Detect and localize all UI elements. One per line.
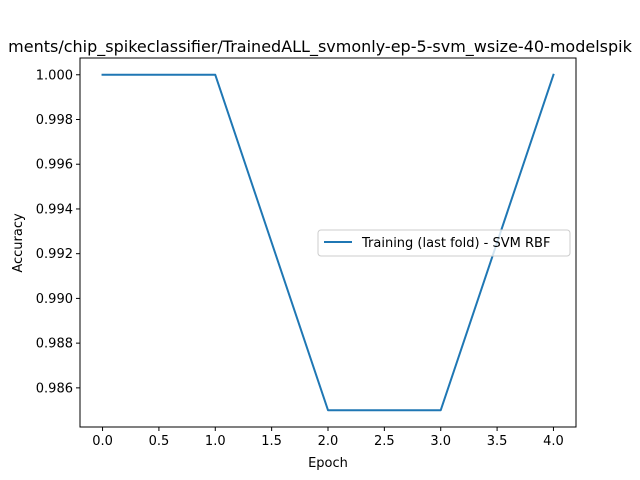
x-tick-label: 4.0	[543, 434, 564, 449]
x-tick-label: 1.5	[261, 434, 282, 449]
x-tick-label: 3.5	[487, 434, 508, 449]
y-tick-label: 0.992	[36, 247, 73, 262]
series-line-training-last-fold-svm-rbf	[101, 73, 555, 412]
legend-entry-training-last-fold-svm-rbf: Training (last fold) - SVM RBF	[361, 236, 550, 251]
legend: Training (last fold) - SVM RBF	[317, 229, 571, 257]
x-tick-label: 2.0	[318, 434, 339, 449]
y-tick-label: 0.998	[36, 113, 73, 128]
x-tick-label: 1.0	[205, 434, 226, 449]
x-tick-label: 3.0	[430, 434, 451, 449]
legend-box	[317, 229, 571, 257]
y-tick-label: 0.988	[36, 337, 73, 352]
x-tick-label: 2.5	[374, 434, 395, 449]
y-tick-label: 1.000	[36, 68, 73, 83]
y-axis-label: Accuracy	[11, 213, 26, 273]
x-tick-label: 0.5	[149, 434, 170, 449]
y-tick-label: 0.986	[36, 381, 73, 396]
y-tick-label: 0.996	[36, 158, 73, 173]
x-tick-label: 0.0	[92, 434, 113, 449]
y-tick-label: 0.990	[36, 292, 73, 307]
plot-frame	[79, 57, 577, 428]
y-tick-label: 0.994	[36, 202, 73, 217]
x-axis-label: Epoch	[308, 456, 348, 471]
chart-title: ments/chip_spikeclassifier/TrainedALL_sv…	[8, 37, 632, 57]
